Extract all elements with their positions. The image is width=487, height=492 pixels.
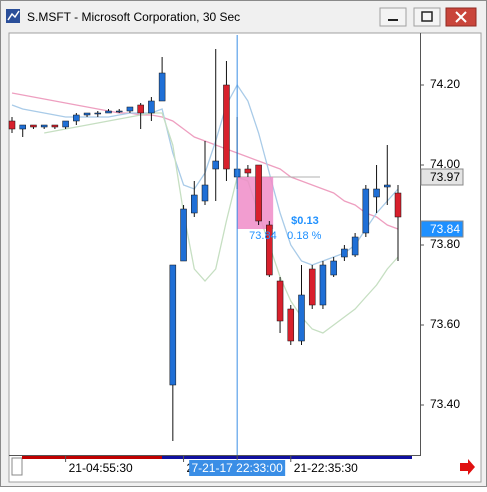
candle-body	[319, 264, 327, 306]
candle-body	[394, 192, 402, 218]
y-tick-label: 73.80	[430, 237, 460, 251]
scroll-strip-red	[22, 456, 162, 459]
candle-body	[384, 184, 391, 188]
candle-body	[8, 120, 16, 130]
candle-body	[298, 294, 305, 342]
candle-body	[148, 100, 155, 114]
y-tick-label: 74.00	[430, 157, 460, 171]
x-tick-label: 21-04:55:30	[69, 461, 133, 475]
x-tick-label: 21-22:35:30	[294, 461, 358, 475]
candle-body	[180, 208, 187, 262]
price-marker-label: 73.97	[430, 170, 460, 184]
candle-body	[40, 124, 48, 128]
measure-box	[237, 177, 274, 229]
chart-panel	[8, 32, 482, 483]
measure-percent: 0.18 %	[287, 230, 321, 242]
measure-end-price: 73.84	[249, 230, 277, 242]
candle-body	[212, 160, 219, 170]
candle-body	[137, 104, 144, 114]
candle-body	[330, 260, 337, 276]
candle-body	[276, 280, 284, 322]
candle-body	[266, 224, 273, 276]
candle-body	[115, 110, 123, 113]
scroll-box[interactable]	[11, 457, 23, 476]
candle-body	[255, 164, 262, 222]
minimize-button[interactable]	[379, 7, 407, 27]
candle-body	[287, 308, 295, 342]
price-marker-label: 73.84	[430, 222, 460, 236]
candle-body	[73, 114, 80, 122]
candle-body	[94, 112, 102, 115]
y-tick-label: 73.60	[430, 317, 460, 331]
candle-body	[201, 184, 209, 202]
window-title: S.MSFT - Microsoft Corporation, 30 Sec	[27, 10, 240, 24]
maximize-button[interactable]	[413, 7, 441, 27]
y-tick-label: 74.20	[430, 77, 460, 91]
crosshair-label-box	[189, 460, 286, 476]
candle-body	[362, 188, 370, 234]
candle-body	[169, 264, 177, 386]
candle-body	[126, 106, 134, 112]
measure-change: $0.13	[291, 215, 319, 227]
app-icon-glyph	[7, 10, 20, 21]
crosshair-label: 7-21-17 22:33:00	[191, 461, 283, 475]
candle-body	[19, 124, 26, 130]
candle-body	[373, 188, 380, 198]
candle-body	[244, 168, 252, 174]
candle-body	[83, 112, 91, 116]
close-button[interactable]	[445, 7, 477, 27]
candle-body	[51, 124, 59, 128]
y-tick-label: 73.40	[430, 397, 460, 411]
candle-body	[223, 84, 230, 170]
candle-body	[191, 194, 198, 214]
candle-body	[308, 268, 316, 306]
candle-body	[62, 120, 69, 128]
candle-body	[105, 110, 112, 114]
candle-body	[158, 72, 166, 102]
candle-body	[30, 124, 37, 128]
moving-average-line	[44, 112, 399, 334]
candle-body	[341, 248, 348, 258]
price-marker-box	[420, 220, 464, 238]
scroll-strip-blue	[162, 456, 412, 459]
price-marker-box	[420, 168, 464, 186]
scroll-right-arrow[interactable]	[460, 459, 475, 475]
candle-body	[351, 236, 359, 256]
